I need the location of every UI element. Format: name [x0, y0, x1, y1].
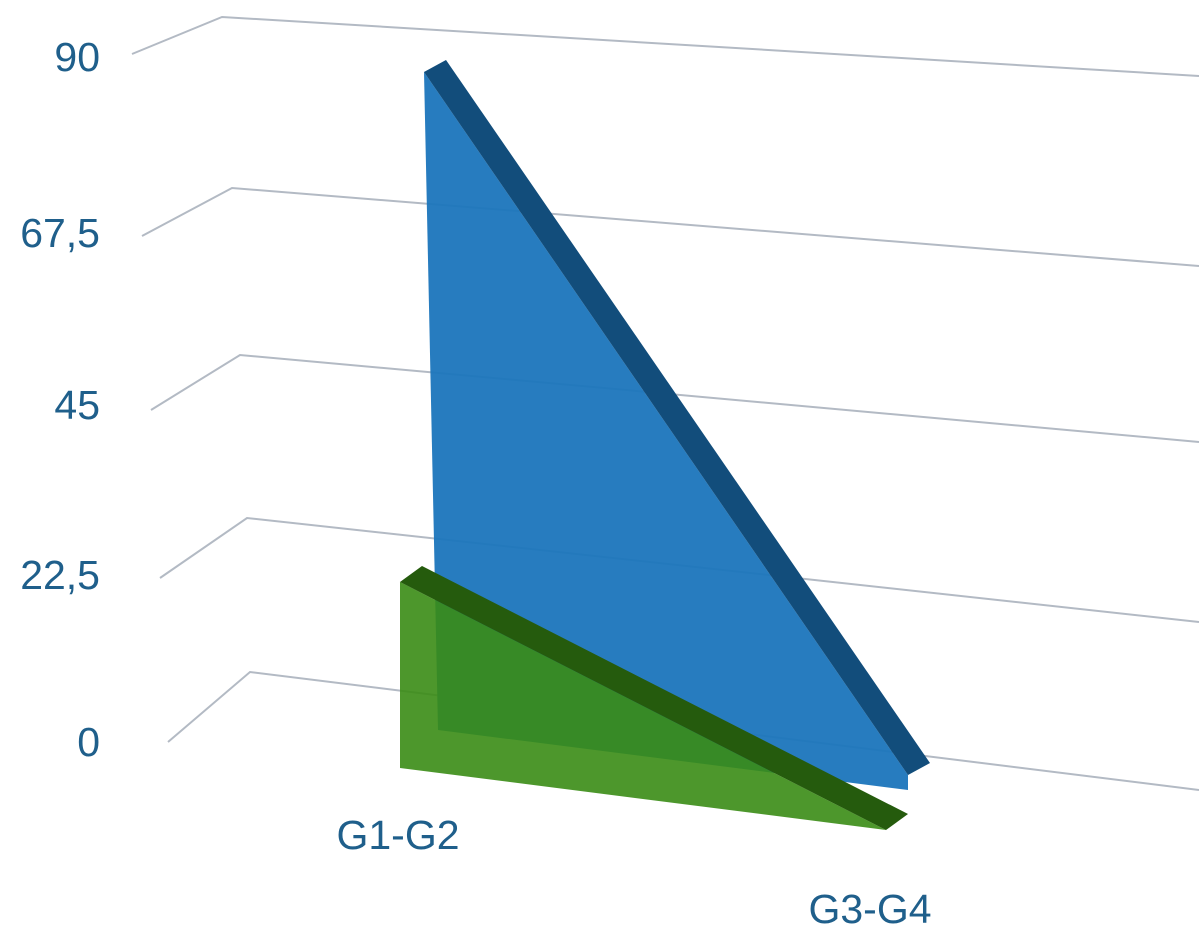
x-category-label: G3-G4 — [808, 886, 931, 924]
x-axis-categories: G1-G2 G3-G4 — [336, 812, 931, 924]
y-tick-label: 0 — [77, 719, 100, 765]
y-tick-label: 90 — [54, 34, 100, 80]
y-tick-label: 22,5 — [20, 552, 100, 598]
series-areas — [400, 60, 930, 830]
y-axis-ticks: 90 67,5 45 22,5 0 — [20, 34, 100, 765]
gridline — [132, 17, 1199, 76]
y-tick-label: 67,5 — [20, 210, 100, 256]
x-category-label: G1-G2 — [336, 812, 459, 858]
y-tick-label: 45 — [54, 382, 100, 428]
gridline — [142, 188, 1199, 266]
